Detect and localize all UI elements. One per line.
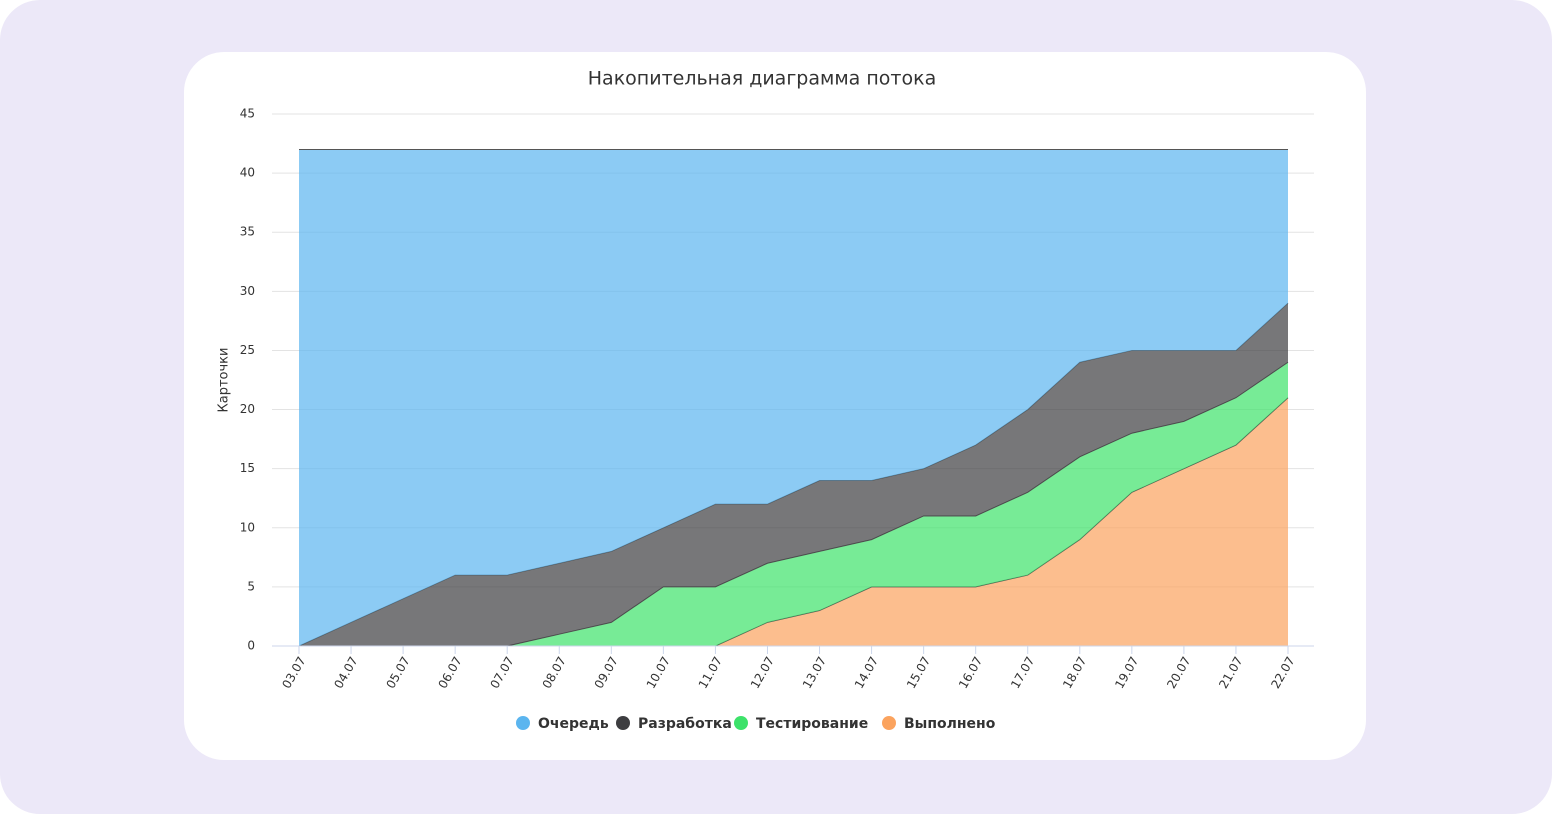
legend-label: Тестирование xyxy=(756,716,868,732)
x-tick-label: 03.07 xyxy=(279,654,308,691)
x-tick-label: 20.07 xyxy=(1164,654,1193,691)
x-tick-label: 22.07 xyxy=(1268,654,1297,691)
x-tick-label: 14.07 xyxy=(852,654,881,691)
x-tick-label: 15.07 xyxy=(904,654,933,691)
legend-label: Очередь xyxy=(538,716,609,732)
x-tick-label: 19.07 xyxy=(1112,654,1141,691)
x-tick-label: 16.07 xyxy=(956,654,985,691)
y-tick-label: 0 xyxy=(247,639,255,653)
y-tick-label: 40 xyxy=(240,166,255,180)
chart-title: Накопительная диаграмма потока xyxy=(588,68,936,90)
area xyxy=(299,362,1288,646)
x-tick-label: 13.07 xyxy=(800,654,829,691)
x-tick-label: 09.07 xyxy=(592,654,621,691)
x-tick-label: 08.07 xyxy=(540,654,569,691)
legend-marker xyxy=(882,716,896,730)
area xyxy=(299,149,1288,646)
y-axis-label: Карточки xyxy=(217,348,232,413)
y-tick-label: 45 xyxy=(240,107,255,121)
legend-marker xyxy=(616,716,630,730)
x-tick-label: 18.07 xyxy=(1060,654,1089,691)
area xyxy=(299,397,1288,646)
x-tick-label: 06.07 xyxy=(435,654,464,691)
x-tick-label: 11.07 xyxy=(696,654,725,691)
legend-marker xyxy=(516,716,530,730)
y-tick-label: 25 xyxy=(240,343,255,357)
y-tick-label: 5 xyxy=(247,579,255,593)
y-tick-label: 10 xyxy=(240,520,255,534)
x-tick-label: 12.07 xyxy=(748,654,777,691)
x-tick-label: 17.07 xyxy=(1008,654,1037,691)
x-tick-label: 04.07 xyxy=(331,654,360,691)
x-tick-label: 21.07 xyxy=(1216,654,1245,691)
legend-marker xyxy=(734,716,748,730)
legend-label: Выполнено xyxy=(904,716,996,732)
y-tick-label: 35 xyxy=(240,225,255,239)
x-tick-label: 07.07 xyxy=(488,654,517,691)
y-tick-label: 15 xyxy=(240,461,255,475)
y-tick-label: 30 xyxy=(240,284,255,298)
legend-label: Разработка xyxy=(638,716,732,732)
x-tick-label: 10.07 xyxy=(644,654,673,691)
x-tick-label: 05.07 xyxy=(383,654,412,691)
area xyxy=(299,303,1288,646)
y-tick-label: 20 xyxy=(240,402,255,416)
